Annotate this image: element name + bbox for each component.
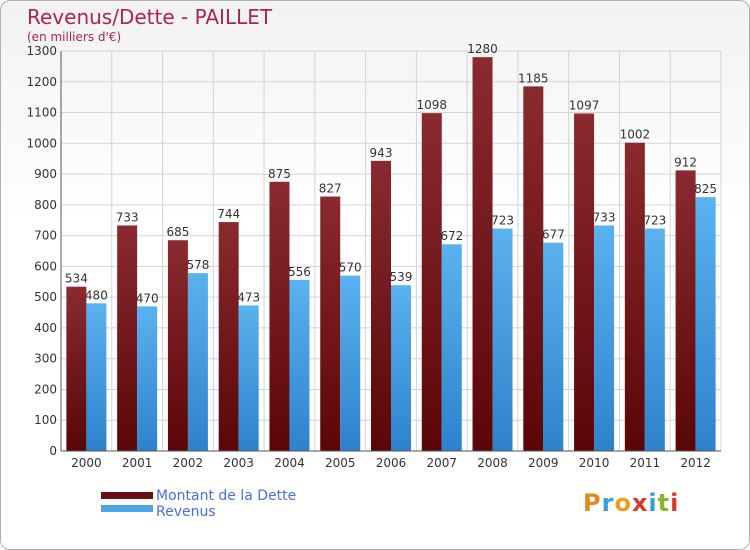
x-tick-label: 2005: [325, 456, 356, 470]
value-label-revenue-2004: 556: [288, 265, 311, 279]
value-label-revenue-2011: 723: [643, 214, 666, 228]
proxiti-logo: Proxiti: [583, 489, 679, 517]
y-tick-label: 800: [34, 198, 57, 212]
value-label-revenue-2010: 733: [593, 210, 616, 224]
logo-letter: t: [657, 489, 671, 517]
x-tick-label: 2004: [274, 456, 305, 470]
x-tick-label: 2002: [173, 456, 204, 470]
bar-debt-2008: [472, 57, 493, 452]
bar-debt-2005: [320, 196, 341, 451]
bar-revenue-2006: [391, 285, 411, 451]
logo-letter: o: [614, 489, 632, 517]
value-label-debt-2005: 827: [319, 182, 342, 196]
bar-revenue-2005: [340, 275, 361, 451]
y-tick-label: 1300: [26, 44, 57, 58]
y-tick-label: 600: [34, 259, 57, 273]
y-tick-label: 1000: [26, 136, 57, 150]
bar-revenue-2002: [187, 273, 208, 451]
logo-letter: r: [601, 489, 615, 517]
value-label-revenue-2006: 539: [390, 270, 413, 284]
y-tick-label: 100: [34, 413, 57, 427]
y-tick-label: 700: [34, 229, 57, 243]
bar-revenue-2007: [441, 244, 462, 451]
logo-letter: i: [670, 489, 680, 517]
value-label-revenue-2008: 723: [491, 214, 514, 228]
value-label-debt-2002: 685: [166, 225, 189, 239]
x-tick-label: 2003: [223, 456, 254, 470]
legend-label-debt: Montant de la Dette: [156, 488, 297, 504]
value-label-debt-2008: 1280: [467, 42, 498, 56]
bar-debt-2003: [218, 222, 239, 451]
bar-debt-2010: [574, 113, 595, 451]
bar-revenue-2012: [695, 197, 716, 451]
value-label-debt-2007: 1098: [416, 98, 447, 112]
x-tick-label: 2001: [122, 456, 153, 470]
value-label-debt-2001: 733: [116, 210, 139, 224]
x-tick-label: 2010: [579, 456, 610, 470]
value-label-debt-2004: 875: [268, 167, 291, 181]
legend-label-revenue: Revenus: [156, 504, 216, 520]
bar-revenue-2003: [238, 305, 259, 451]
x-tick-label: 2009: [528, 456, 559, 470]
logo-letter: P: [583, 489, 602, 517]
bar-debt-2001: [117, 225, 138, 451]
bar-revenue-2008: [492, 228, 513, 451]
x-tick-label: 2011: [630, 456, 661, 470]
value-labels: 534 480 733 470 685 578 744 473 875 556 827 570 943 5…: [65, 42, 717, 305]
value-label-debt-2006: 943: [370, 146, 393, 160]
value-label-debt-2012: 912: [674, 155, 697, 169]
bar-revenue-2009: [543, 242, 564, 451]
logo-letter: i: [648, 489, 658, 517]
bar-revenue-2000: [86, 303, 107, 451]
x-tick-label: 2007: [426, 456, 457, 470]
y-tick-label: 200: [34, 382, 57, 396]
bar-debt-2002: [167, 240, 188, 451]
logo-letter: x: [631, 489, 649, 517]
bar-revenue-2011: [644, 228, 665, 451]
x-tick-label: 2008: [477, 456, 508, 470]
y-tick-label: 0: [49, 444, 57, 458]
y-tick-label: 900: [34, 167, 57, 181]
value-label-revenue-2009: 677: [542, 228, 565, 242]
bar-revenue-2001: [137, 306, 158, 451]
value-label-revenue-2002: 578: [186, 258, 209, 272]
bar-debt-2011: [624, 142, 645, 451]
chart-subtitle: (en milliers d'€): [27, 30, 122, 44]
value-label-revenue-2003: 473: [237, 290, 260, 304]
value-label-debt-2000: 534: [65, 272, 88, 286]
axes: 0 100 200 300 400 500 600 700 800 900 1000 1100 1200…: [26, 44, 721, 470]
y-tick-label: 1100: [26, 106, 57, 120]
y-tick-label: 500: [34, 290, 57, 304]
bar-debt-2006: [371, 160, 391, 451]
bars: [66, 57, 716, 452]
value-label-revenue-2000: 480: [85, 288, 108, 302]
value-label-debt-2003: 744: [217, 207, 240, 221]
value-label-debt-2010: 1097: [569, 98, 600, 112]
value-label-revenue-2005: 570: [339, 261, 362, 275]
legend-swatch-debt: [101, 492, 153, 499]
value-label-revenue-2012: 825: [694, 182, 717, 196]
value-label-debt-2011: 1002: [620, 128, 651, 142]
legend-swatch-revenue: [101, 505, 153, 512]
y-tick-label: 300: [34, 352, 57, 366]
bar-revenue-2010: [594, 225, 615, 451]
bar-revenue-2004: [289, 279, 310, 451]
value-label-revenue-2001: 470: [136, 291, 159, 305]
y-tick-label: 400: [34, 321, 57, 335]
chart-title: Revenus/Dette - PAILLET: [27, 5, 273, 29]
bar-debt-2000: [66, 286, 87, 451]
value-label-revenue-2007: 672: [440, 229, 463, 243]
value-label-debt-2009: 1185: [518, 71, 549, 85]
bar-debt-2009: [523, 86, 544, 451]
bar-debt-2007: [421, 113, 442, 452]
bar-debt-2004: [269, 181, 290, 451]
x-tick-label: 2006: [376, 456, 407, 470]
bar-debt-2012: [675, 170, 696, 451]
x-tick-label: 2000: [71, 456, 102, 470]
y-tick-label: 1200: [26, 75, 57, 89]
x-tick-label: 2012: [680, 456, 711, 470]
